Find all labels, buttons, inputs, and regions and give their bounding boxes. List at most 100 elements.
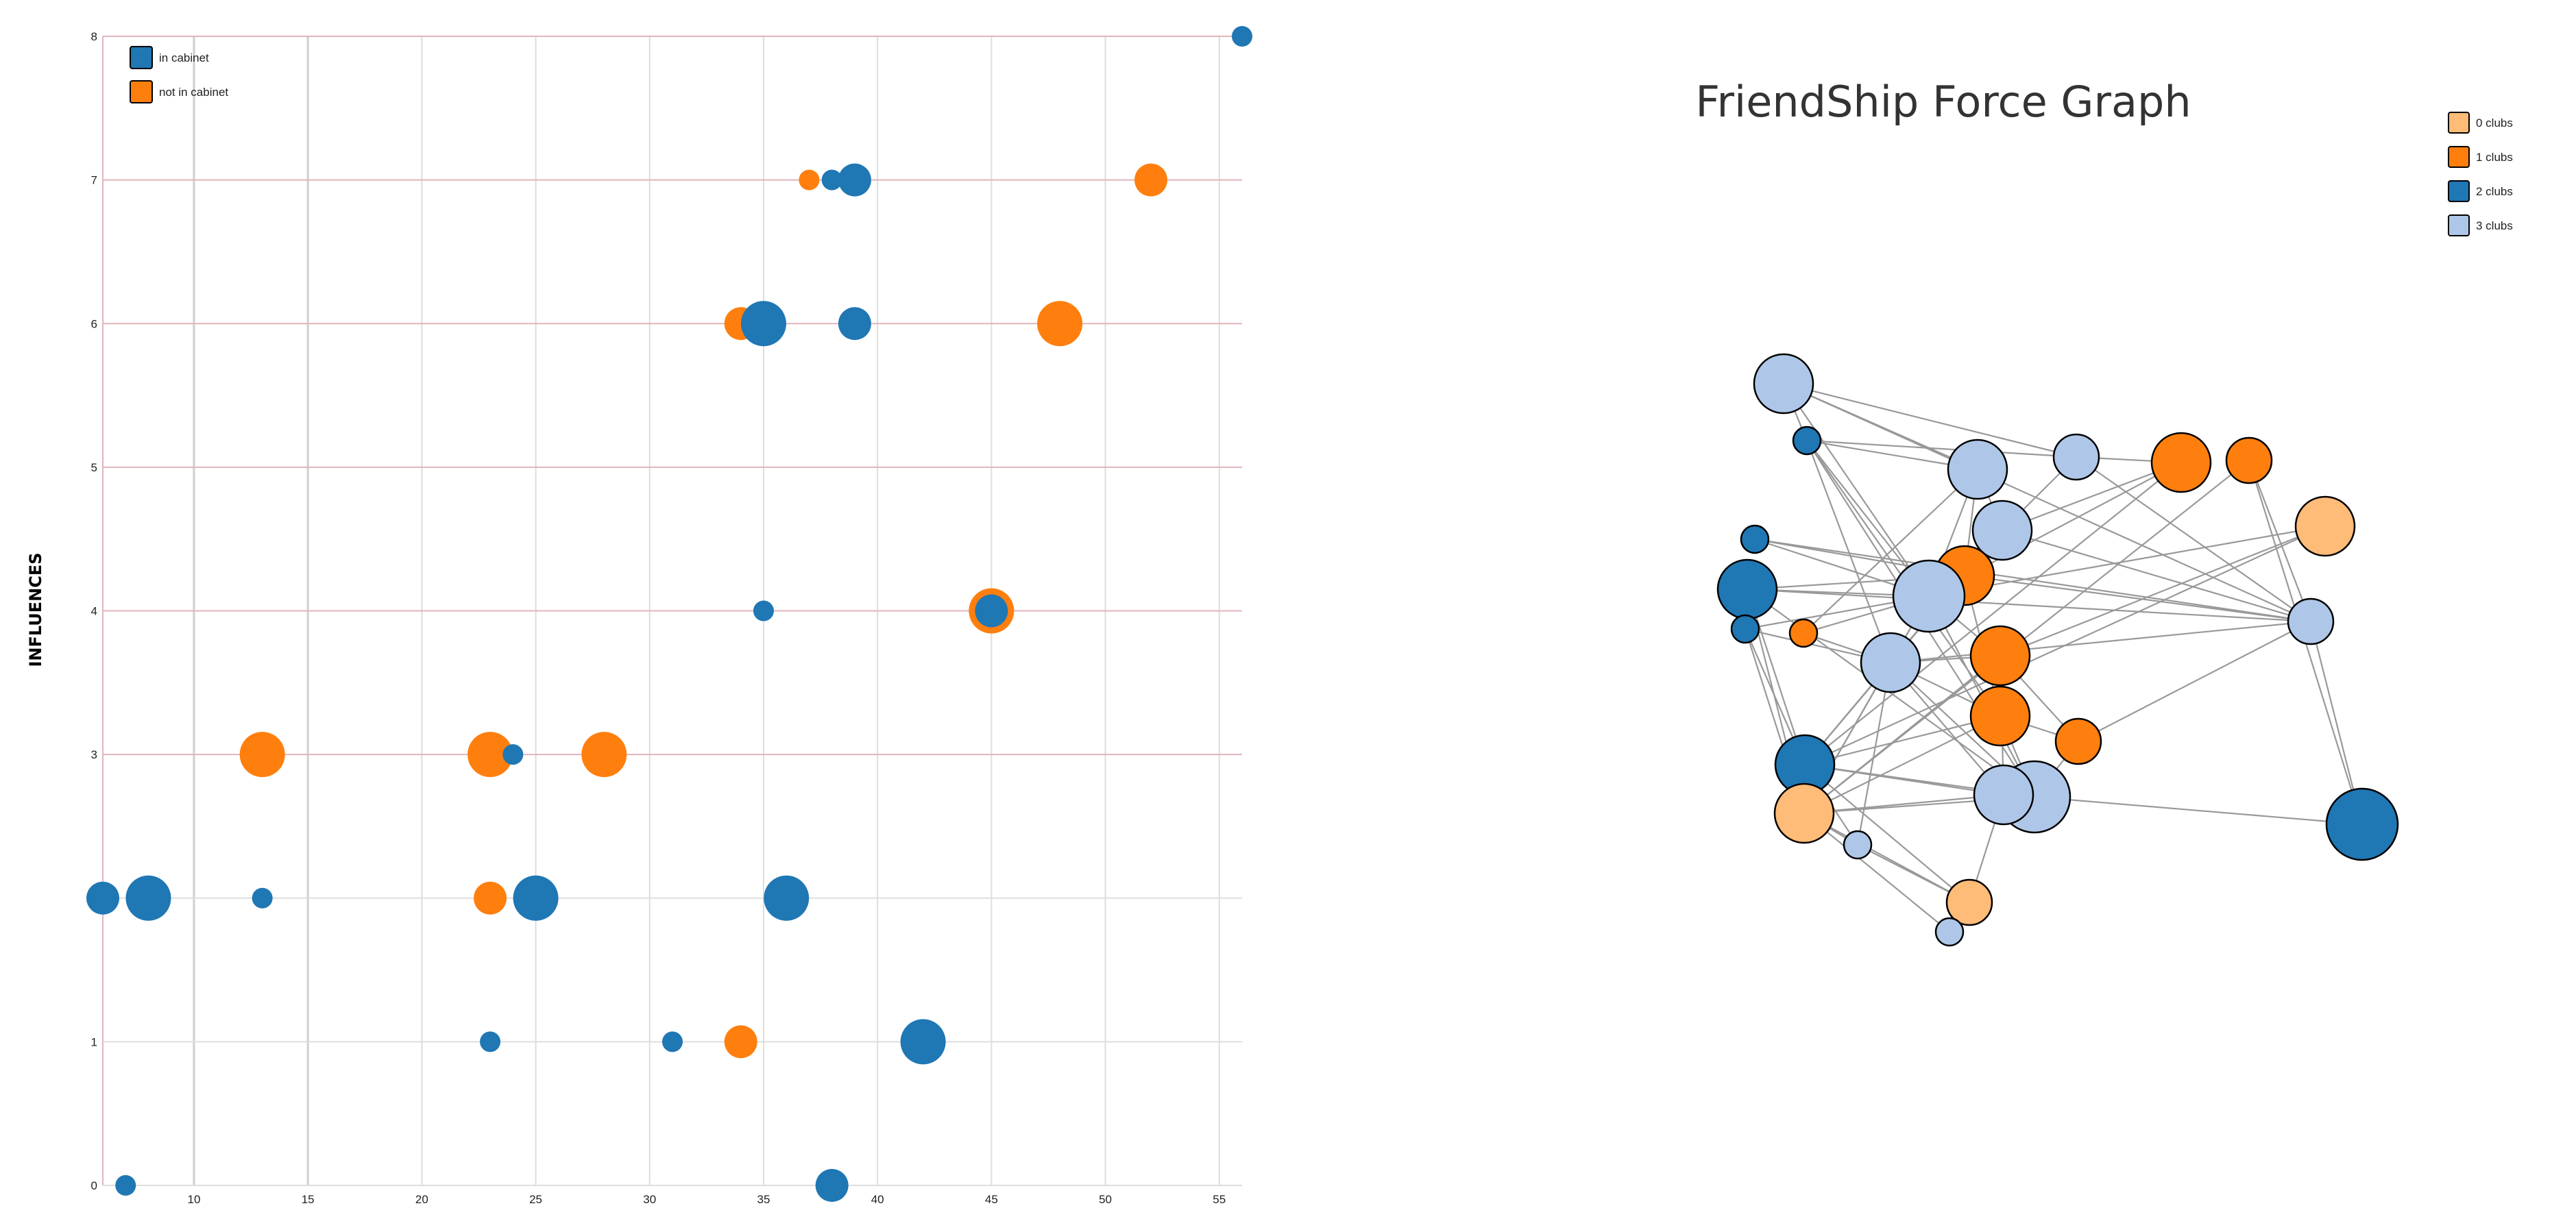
point-not-in-cabinet (581, 732, 627, 778)
point-in-cabinet (975, 594, 1008, 628)
point-in-cabinet (662, 1031, 683, 1052)
point-in-cabinet (740, 301, 786, 347)
legend-swatch-2-clubs (2448, 180, 2470, 202)
legend-label-1-clubs: 1 clubs (2476, 151, 2513, 164)
graph-link (1746, 589, 1806, 765)
graph-node-1-clubs[interactable] (1788, 618, 1819, 648)
y-axis-title: INFLUENCES (26, 552, 45, 667)
graph-link (1804, 462, 2182, 765)
point-in-cabinet (115, 1175, 136, 1196)
y-tick-label: 8 (91, 30, 97, 43)
point-in-cabinet (480, 1031, 501, 1052)
x-tick-label: 30 (643, 1193, 656, 1206)
legend-swatch-1-clubs (2448, 146, 2470, 168)
graph-node-3-clubs[interactable] (2287, 597, 2335, 645)
point-not-in-cabinet (467, 732, 513, 778)
graph-link (1803, 813, 1950, 933)
graph-node-1-clubs[interactable] (2225, 436, 2273, 484)
graph-node-3-clubs[interactable] (1860, 632, 1921, 693)
legend-swatch-0-clubs (2448, 112, 2470, 134)
graph-link (1856, 662, 1892, 846)
graph-link (1890, 620, 2311, 664)
scatter-legend: in cabinet not in cabinet (130, 46, 228, 103)
graph-node-0-clubs[interactable] (2294, 495, 2356, 557)
point-in-cabinet (815, 1169, 849, 1202)
y-tick-label: 3 (91, 748, 97, 761)
x-tick-label: 25 (529, 1193, 542, 1206)
graph-node-0-clubs[interactable] (1945, 878, 1993, 926)
x-tick-label: 20 (415, 1193, 428, 1206)
graph-link (2002, 461, 2182, 532)
point-in-cabinet (753, 600, 774, 621)
point-not-in-cabinet (1037, 301, 1083, 347)
y-tick-label: 7 (91, 174, 97, 187)
graph-link (2078, 621, 2311, 742)
graph-node-1-clubs[interactable] (2054, 717, 2102, 765)
x-tick-label: 10 (187, 1193, 200, 1206)
scatter-points (86, 26, 1252, 1202)
graph-node-1-clubs[interactable] (1969, 625, 2031, 687)
point-in-cabinet (502, 744, 524, 765)
x-tick-label: 40 (871, 1193, 884, 1206)
point-not-in-cabinet (474, 881, 507, 915)
point-in-cabinet (513, 875, 559, 921)
graph-link (1806, 439, 2077, 458)
graph-legend: 0 clubs 1 clubs 2 clubs 3 clubs (2448, 112, 2513, 236)
graph-link (1783, 382, 2311, 623)
legend-label-not-in-cabinet: not in cabinet (159, 86, 228, 99)
x-tick-label: 45 (985, 1193, 998, 1206)
graph-node-1-clubs[interactable] (2150, 432, 2212, 493)
legend-label-in-cabinet: in cabinet (159, 51, 209, 64)
graph-node-0-clubs[interactable] (1773, 782, 1835, 844)
point-not-in-cabinet (1134, 163, 1168, 197)
legend-label-2-clubs: 2 clubs (2476, 185, 2513, 198)
graph-link (2034, 796, 2363, 826)
graph-node-3-clubs[interactable] (1753, 353, 1814, 415)
graph-link (1804, 715, 2001, 766)
point-in-cabinet (1232, 26, 1252, 47)
graph-node-1-clubs[interactable] (1969, 685, 2031, 747)
legend-swatch-not-in-cabinet (130, 80, 153, 103)
x-tick-label: 35 (757, 1193, 770, 1206)
graph-node-3-clubs[interactable] (2052, 433, 2100, 481)
graph-node-3-clubs[interactable] (1947, 439, 2008, 500)
graph-node-3-clubs[interactable] (1934, 917, 1965, 947)
graph-node-2-clubs[interactable] (1730, 614, 1760, 644)
point-in-cabinet (838, 163, 871, 197)
force-graph: FriendShip Force Graph 0 clubs 1 clubs 2… (1695, 77, 2513, 947)
legend-label-0-clubs: 0 clubs (2476, 116, 2513, 130)
graph-node-2-clubs[interactable] (1740, 524, 1770, 554)
legend-swatch-3-clubs (2448, 214, 2470, 236)
y-tick-label: 4 (91, 605, 97, 618)
graph-node-2-clubs[interactable] (1716, 558, 1778, 620)
x-tick-label: 55 (1213, 1193, 1226, 1206)
graph-title: FriendShip Force Graph (1695, 77, 2191, 127)
graph-link (1803, 469, 1978, 634)
graph-node-3-clubs[interactable] (1843, 830, 1873, 860)
graph-link (2076, 456, 2311, 622)
graph-link (1803, 715, 2001, 814)
point-in-cabinet (900, 1019, 946, 1065)
graph-nodes (1716, 353, 2399, 947)
x-tick-label: 50 (1099, 1193, 1112, 1206)
graph-node-3-clubs[interactable] (1971, 500, 2033, 561)
y-tick-label: 1 (91, 1035, 97, 1048)
graph-node-3-clubs[interactable] (1892, 559, 1966, 633)
point-not-in-cabinet (239, 732, 285, 778)
point-not-in-cabinet (799, 169, 820, 190)
point-in-cabinet (764, 875, 810, 921)
graph-node-2-clubs[interactable] (1792, 426, 1822, 456)
graph-node-2-clubs[interactable] (2325, 787, 2399, 861)
graph-link (1964, 574, 2311, 623)
y-tick-label: 5 (91, 461, 97, 474)
point-in-cabinet (86, 881, 119, 915)
graph-node-3-clubs[interactable] (1973, 764, 2034, 826)
graph-link (2002, 529, 2311, 623)
legend-label-3-clubs: 3 clubs (2476, 219, 2513, 232)
graph-link (1754, 538, 2311, 623)
point-in-cabinet (252, 887, 273, 909)
graph-link (1783, 382, 2077, 458)
point-in-cabinet (821, 169, 842, 190)
